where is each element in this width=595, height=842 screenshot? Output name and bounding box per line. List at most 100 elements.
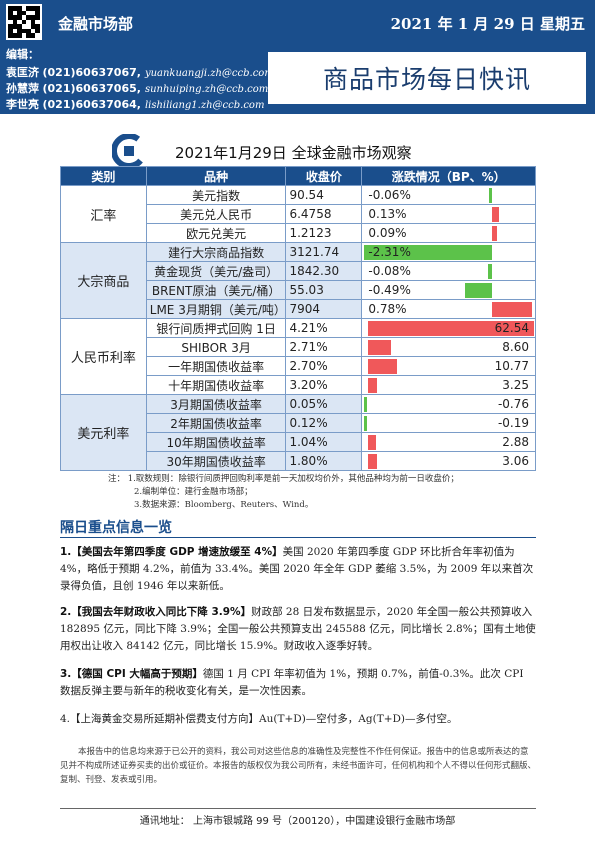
divider [60,808,536,809]
news-item: 3.【德国 CPI 大幅高于预期】德国 1 月 CPI 年率初值为 1%，预期 … [60,668,524,697]
instrument-name: 黄金现货（美元/盎司） [145,261,287,281]
category-cell: 人民币利率 [60,318,147,395]
change-value: -0.08% [368,264,411,278]
change-bar [368,378,378,393]
close-price: 2.71% [285,337,363,357]
divider [60,537,536,538]
instrument-name: 2年期国债收益率 [145,413,287,433]
news-item: 1.【美国去年第四季度 GDP 增速放缓至 4%】美国 2020 年第四季度 G… [60,546,534,592]
table-row: SHIBOR 3月 2.71% 8.60 [61,337,536,357]
instrument-name: 欧元兑美元 [145,223,287,243]
change-value: 3.25 [502,378,529,392]
change-cell: 3.06 [361,451,536,471]
ccb-logo-icon [112,134,146,168]
instrument-name: 30年期国债收益率 [145,451,287,471]
change-cell: -0.06% [361,185,536,205]
close-price: 2.70% [285,356,363,376]
report-title: 商品市场每日快讯 [322,65,531,94]
change-bar [368,340,392,355]
change-value: -0.19 [497,416,529,430]
editor-email[interactable]: lishiliang1.zh@ccb.com [144,100,265,111]
change-cell: 0.13% [361,204,536,224]
table-row: 黄金现货（美元/盎司） 1842.30 -0.08% [61,261,536,281]
close-price: 3.20% [285,375,363,395]
change-bar [368,435,377,450]
change-value: 0.13% [368,207,407,221]
category-cell: 美元利率 [60,394,147,471]
close-price: 1.04% [285,432,363,452]
change-bar [364,245,493,260]
note-line: 3.数据来源：Bloomberg、Reuters、Wind。 [134,500,314,510]
change-value: 10.77 [494,359,529,373]
change-bar [368,359,397,374]
editor-row: 李世亮 (021)60637064, lishiliang1.zh@ccb.com [6,98,265,111]
change-bar [368,454,377,469]
table-row: 一年期国债收益率 2.70% 10.77 [61,356,536,376]
change-bar [489,188,493,203]
change-value: 3.06 [502,454,529,468]
change-bar [465,283,493,298]
col-header: 品种 [145,166,287,186]
instrument-name: LME 3月期铜（美元/吨） [145,299,287,319]
col-header: 类别 [60,166,147,186]
change-cell: 0.09% [361,223,536,243]
news-section-title: 隔日重点信息一览 [60,520,172,536]
change-cell: -0.49% [361,280,536,300]
change-value: 0.78% [368,302,407,316]
change-cell: 10.77 [361,356,536,376]
change-value: -0.76 [497,397,529,411]
change-value: 0.09% [368,226,407,240]
close-price: 0.05% [285,394,363,414]
change-bar [364,416,368,431]
news-item: 4.【上海黄金交易所延期补偿费支付方向】Au(T+D)—空付多，Ag(T+D)—… [60,713,458,725]
category-cell: 大宗商品 [60,242,147,319]
close-price: 4.21% [285,318,363,338]
close-price: 55.03 [285,280,363,300]
change-cell: -2.31% [361,242,536,262]
table-title: 2021年1月29日 全球金融市场观察 [175,144,412,162]
change-value: -0.06% [368,188,411,202]
editor-email[interactable]: sunhuiping.zh@ccb.com [144,84,269,95]
table-row: 美元利率 3月期国债收益率 0.05% -0.76 [60,394,536,471]
news-item: 2.【我国去年财政收入同比下降 3.9%】财政部 28 日发布数据显示，2020… [60,606,536,652]
col-header: 涨跌情况（BP、%） [361,166,536,186]
close-price: 3121.74 [285,242,363,262]
report-title-box: 商品市场每日快讯 [268,52,586,104]
editor-row: 袁匡济 (021)60637067, yuankuangji.zh@ccb.com [6,66,274,79]
instrument-name: 银行间质押式回购 1日 [145,318,287,338]
editor-email[interactable]: yuankuangji.zh@ccb.com [144,68,274,79]
change-cell: -0.08% [361,261,536,281]
change-cell: 62.54 [361,318,536,338]
market-table: 类别 品种 收盘价 涨跌情况（BP、%） 汇率 美元指数 90.54 -0.06% 美元… [60,166,536,471]
table-row: 大宗商品 建行大宗商品指数 3121.74 -2.31% [60,242,536,319]
table-row: LME 3月期铜（美元/吨） 7904 0.78% [61,299,536,319]
change-cell: 0.78% [361,299,536,319]
table-row: 30年期国债收益率 1.80% 3.06 [61,451,536,471]
close-price: 90.54 [285,185,363,205]
qr-code-icon [6,4,42,40]
category-cell: 汇率 [60,185,147,243]
editors-label: 编辑： [6,48,39,61]
instrument-name: BRENT原油（美元/桶） [145,280,287,300]
instrument-name: 建行大宗商品指数 [145,242,287,262]
change-cell: 2.88 [361,432,536,452]
close-price: 0.12% [285,413,363,433]
change-value: -2.31% [368,245,411,259]
close-price: 1842.30 [285,261,363,281]
change-bar [492,207,500,222]
change-value: -0.49% [368,283,411,297]
editor-row: 孙慧萍 (021)60637065, sunhuiping.zh@ccb.com [6,82,269,95]
table-row: 2年期国债收益率 0.12% -0.19 [61,413,536,433]
close-price: 1.80% [285,451,363,471]
table-row: BRENT原油（美元/桶） 55.03 -0.49% [61,280,536,300]
instrument-name: SHIBOR 3月 [145,337,287,357]
col-header: 收盘价 [285,166,363,186]
table-header-row: 类别 品种 收盘价 涨跌情况（BP、%） [60,166,536,186]
note-line: 2.编制单位：建行金融市场部； [134,487,253,497]
instrument-name: 一年期国债收益率 [145,356,287,376]
instrument-name: 美元兑人民币 [145,204,287,224]
report-date: 2021 年 1 月 29 日 星期五 [390,15,585,33]
change-bar [492,226,497,241]
change-bar [364,397,368,412]
change-value: 8.60 [502,340,529,354]
